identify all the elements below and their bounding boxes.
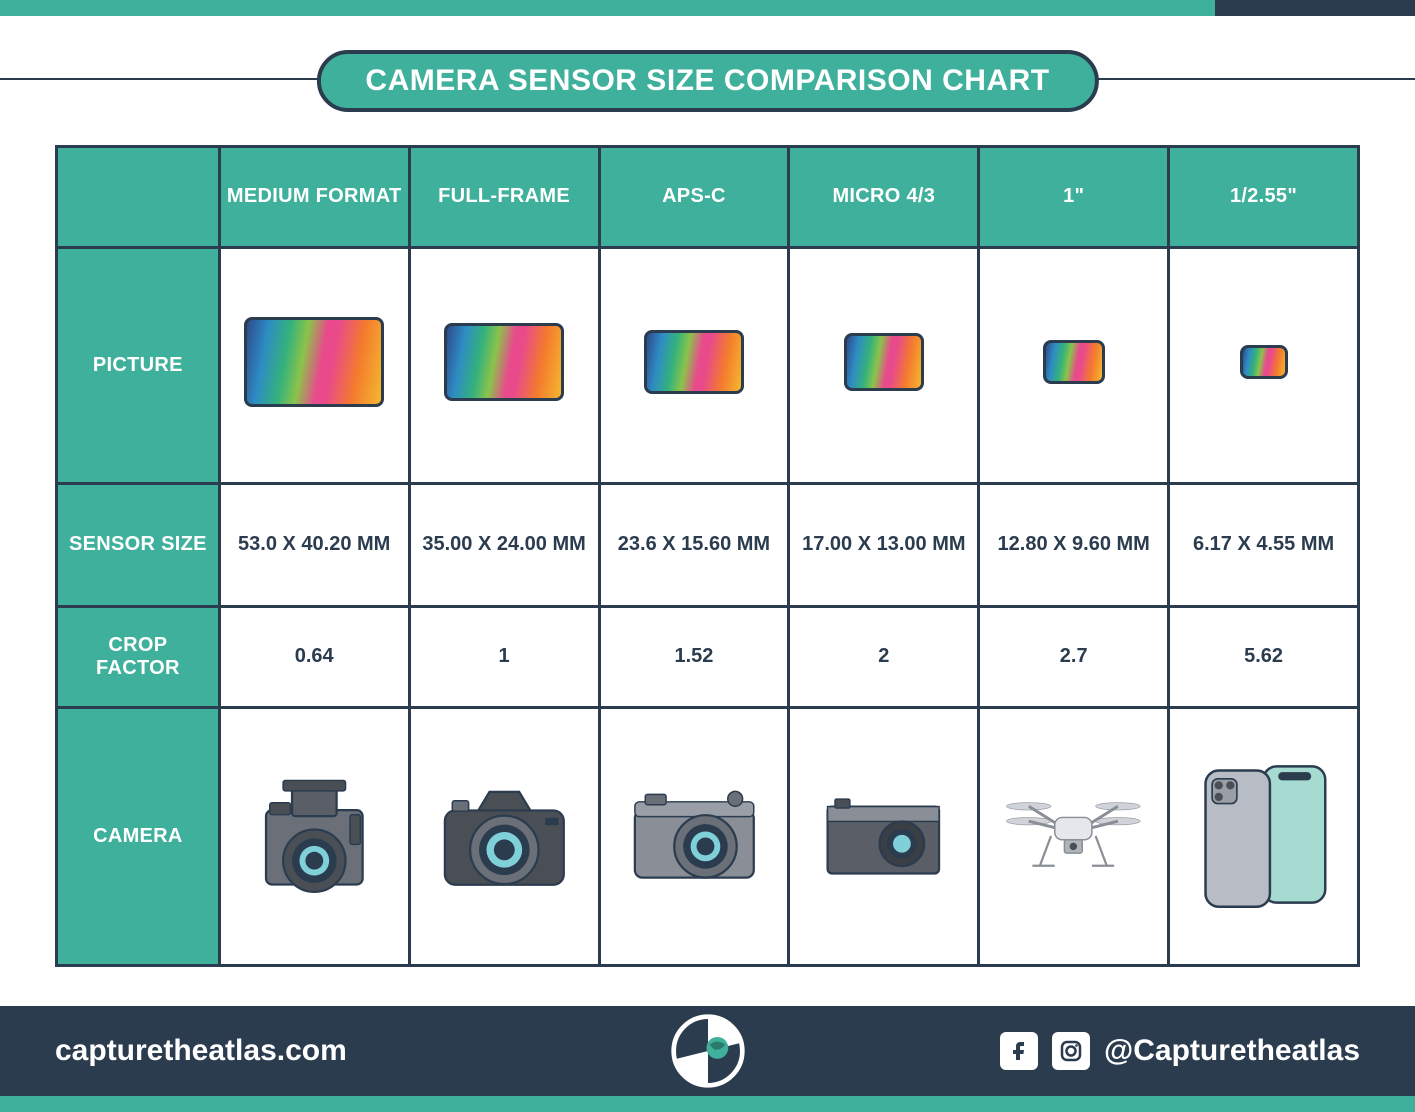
crop-one: 2.7 bbox=[979, 606, 1169, 707]
rowlabel-sensorsize: SENSOR SIZE bbox=[57, 483, 220, 606]
picture-cell-one bbox=[979, 247, 1169, 483]
picture-cell-small bbox=[1169, 247, 1359, 483]
col-header-full: FULL-FRAME bbox=[409, 147, 599, 248]
col-header-one: 1" bbox=[979, 147, 1169, 248]
comparison-table-container: MEDIUM FORMAT FULL-FRAME APS-C MICRO 4/3… bbox=[55, 145, 1360, 967]
footer-social-group: @Capturetheatlas bbox=[1000, 1032, 1360, 1070]
sensor-swatch-apsc bbox=[644, 330, 744, 394]
camera-cell-small bbox=[1169, 707, 1359, 965]
col-header-apsc: APS-C bbox=[599, 147, 789, 248]
drone-icon bbox=[986, 717, 1161, 956]
camera-cell-one bbox=[979, 707, 1169, 965]
sensorsize-medium: 53.0 X 40.20 MM bbox=[219, 483, 409, 606]
facebook-icon[interactable] bbox=[1000, 1032, 1038, 1070]
row-sensor-size: SENSOR SIZE 53.0 X 40.20 MM 35.00 X 24.0… bbox=[57, 483, 1359, 606]
crop-medium: 0.64 bbox=[219, 606, 409, 707]
sensor-swatch-one bbox=[1043, 340, 1105, 384]
crop-m43: 2 bbox=[789, 606, 979, 707]
col-header-m43: MICRO 4/3 bbox=[789, 147, 979, 248]
footer-social-handle: @Capturetheatlas bbox=[1104, 1034, 1360, 1068]
col-header-small: 1/2.55" bbox=[1169, 147, 1359, 248]
rowlabel-picture: PICTURE bbox=[57, 247, 220, 483]
picture-cell-m43 bbox=[789, 247, 979, 483]
picture-cell-full bbox=[409, 247, 599, 483]
picture-cell-medium bbox=[219, 247, 409, 483]
crop-apsc: 1.52 bbox=[599, 606, 789, 707]
mirrorless-camera-icon bbox=[607, 717, 782, 956]
crop-full: 1 bbox=[409, 606, 599, 707]
smartphone-icon bbox=[1176, 717, 1351, 956]
camera-cell-medium bbox=[219, 707, 409, 965]
dslr-camera-icon bbox=[417, 717, 592, 956]
crop-small: 5.62 bbox=[1169, 606, 1359, 707]
picture-cell-apsc bbox=[599, 247, 789, 483]
sensorsize-apsc: 23.6 X 15.60 MM bbox=[599, 483, 789, 606]
col-header-medium: MEDIUM FORMAT bbox=[219, 147, 409, 248]
row-picture: PICTURE bbox=[57, 247, 1359, 483]
footer-bar: capturetheatlas.com @Capturetheatlas bbox=[0, 1006, 1415, 1096]
rowlabel-crop: CROP FACTOR bbox=[57, 606, 220, 707]
sensorsize-m43: 17.00 X 13.00 MM bbox=[789, 483, 979, 606]
brand-logo-icon bbox=[669, 1012, 747, 1090]
sensor-swatch-medium bbox=[244, 317, 384, 407]
row-camera: CAMERA bbox=[57, 707, 1359, 965]
camera-cell-apsc bbox=[599, 707, 789, 965]
header-blank bbox=[57, 147, 220, 248]
row-crop-factor: CROP FACTOR 0.64 1 1.52 2 2.7 5.62 bbox=[57, 606, 1359, 707]
sensor-comparison-table: MEDIUM FORMAT FULL-FRAME APS-C MICRO 4/3… bbox=[55, 145, 1360, 967]
compact-camera-icon bbox=[796, 717, 971, 956]
sensorsize-full: 35.00 X 24.00 MM bbox=[409, 483, 599, 606]
bottom-accent-stripe bbox=[0, 1096, 1415, 1112]
sensor-swatch-small bbox=[1240, 345, 1288, 379]
sensorsize-small: 6.17 X 4.55 MM bbox=[1169, 483, 1359, 606]
top-accent-stripe bbox=[0, 0, 1415, 16]
camera-cell-full bbox=[409, 707, 599, 965]
footer-website: capturetheatlas.com bbox=[55, 1034, 347, 1068]
chart-title: CAMERA SENSOR SIZE COMPARISON CHART bbox=[316, 50, 1098, 112]
instagram-icon[interactable] bbox=[1052, 1032, 1090, 1070]
sensor-swatch-full bbox=[444, 323, 564, 401]
camera-cell-m43 bbox=[789, 707, 979, 965]
sensorsize-one: 12.80 X 9.60 MM bbox=[979, 483, 1169, 606]
rowlabel-camera: CAMERA bbox=[57, 707, 220, 965]
table-header-row: MEDIUM FORMAT FULL-FRAME APS-C MICRO 4/3… bbox=[57, 147, 1359, 248]
sensor-swatch-m43 bbox=[844, 333, 924, 391]
medium-format-camera-icon bbox=[227, 717, 402, 956]
